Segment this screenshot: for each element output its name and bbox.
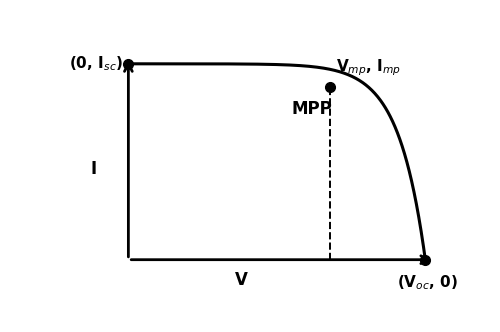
Text: (0, I$_{sc}$): (0, I$_{sc}$) bbox=[68, 54, 122, 73]
Text: (V$_{oc}$, 0): (V$_{oc}$, 0) bbox=[396, 274, 458, 292]
Text: MPP: MPP bbox=[292, 100, 333, 118]
Text: V: V bbox=[235, 271, 248, 289]
Text: I: I bbox=[90, 160, 96, 178]
Text: V$_{mp}$, I$_{mp}$: V$_{mp}$, I$_{mp}$ bbox=[336, 58, 402, 78]
